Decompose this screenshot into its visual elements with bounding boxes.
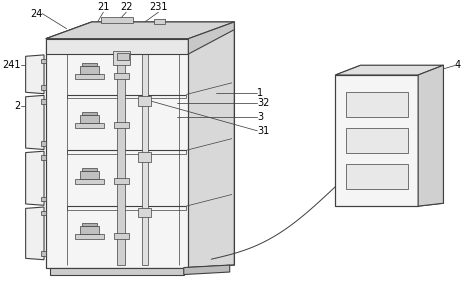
Bar — [117, 54, 125, 265]
Bar — [82, 223, 97, 226]
Polygon shape — [46, 22, 234, 39]
Bar — [346, 128, 408, 153]
Bar — [41, 155, 46, 160]
Bar — [138, 152, 151, 162]
Bar — [46, 39, 188, 54]
Bar — [346, 92, 408, 117]
Bar — [114, 233, 128, 239]
Bar — [346, 164, 408, 190]
Polygon shape — [26, 151, 44, 205]
Text: 24: 24 — [30, 9, 42, 19]
Bar — [114, 178, 128, 184]
Bar — [82, 63, 97, 66]
Bar — [336, 75, 418, 206]
Text: 241: 241 — [2, 60, 20, 70]
Text: 21: 21 — [97, 2, 109, 12]
Text: 31: 31 — [257, 126, 270, 136]
Bar — [74, 178, 104, 184]
Bar — [41, 85, 46, 90]
Text: 3: 3 — [257, 112, 264, 122]
Polygon shape — [26, 95, 44, 150]
Bar — [114, 73, 128, 80]
Bar — [41, 211, 46, 215]
Bar — [41, 99, 46, 104]
Bar — [74, 234, 104, 239]
Bar — [74, 123, 104, 128]
Bar — [41, 251, 46, 256]
Bar — [80, 66, 99, 74]
Bar — [50, 268, 184, 274]
Text: 231: 231 — [149, 2, 168, 12]
Polygon shape — [418, 65, 444, 206]
Bar — [41, 197, 46, 201]
Bar — [142, 54, 148, 265]
Bar — [138, 207, 151, 217]
Bar — [82, 112, 97, 115]
Polygon shape — [184, 265, 230, 274]
Bar — [82, 168, 97, 171]
Bar — [74, 74, 104, 79]
Bar — [117, 53, 128, 60]
Text: 1: 1 — [257, 88, 264, 98]
Bar — [114, 122, 128, 128]
Text: 22: 22 — [120, 2, 133, 12]
Polygon shape — [46, 22, 234, 39]
Polygon shape — [188, 22, 234, 54]
Bar — [41, 141, 46, 146]
Bar — [41, 59, 46, 63]
Polygon shape — [188, 22, 234, 268]
Bar — [154, 19, 165, 24]
Polygon shape — [336, 65, 444, 75]
Polygon shape — [26, 207, 44, 260]
Polygon shape — [26, 55, 44, 94]
Bar — [46, 39, 188, 268]
Bar — [80, 171, 99, 178]
Bar — [80, 226, 99, 234]
Text: 32: 32 — [257, 98, 270, 108]
Bar — [138, 96, 151, 106]
Text: 4: 4 — [455, 60, 461, 70]
Text: 2: 2 — [14, 101, 20, 111]
Bar — [112, 51, 130, 65]
Bar — [101, 17, 133, 23]
Bar — [80, 115, 99, 123]
